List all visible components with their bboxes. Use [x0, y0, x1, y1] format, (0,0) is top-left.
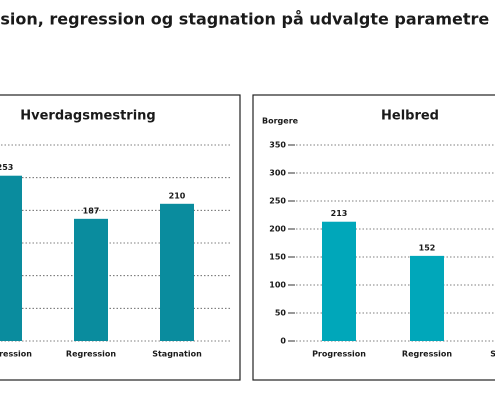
bar — [410, 255, 444, 341]
panel-title: Hverdagsmestring — [20, 109, 155, 124]
y-tick-label: 50 — [275, 309, 287, 318]
y-tick-label: 150 — [269, 253, 286, 262]
value-label: 152 — [419, 243, 436, 252]
x-tick-label: Stagnation — [490, 350, 495, 359]
bar — [160, 203, 194, 341]
y-tick-label: 300 — [269, 169, 286, 178]
x-tick-label: Regression — [66, 350, 116, 359]
bar — [322, 221, 356, 341]
panel — [0, 94, 241, 381]
bar — [74, 218, 108, 341]
bar — [0, 175, 22, 341]
y-axis-label: Borgere — [262, 117, 299, 126]
value-label: 187 — [83, 206, 100, 215]
y-tick-label: 350 — [269, 141, 286, 150]
value-label: 213 — [331, 209, 348, 218]
x-tick-label: Progression — [0, 350, 32, 359]
y-tick-label: 200 — [269, 225, 286, 234]
panel — [252, 94, 495, 381]
y-tick-label: 250 — [269, 197, 286, 206]
x-tick-label: Progression — [312, 350, 366, 359]
x-tick-label: Regression — [402, 350, 452, 359]
value-label: 210 — [169, 191, 186, 200]
x-tick-label: Stagnation — [152, 350, 202, 359]
page-title: Progression, regression og stagnation på… — [0, 10, 489, 29]
panel-title: Helbred — [381, 109, 439, 124]
value-label: 253 — [0, 163, 13, 172]
y-tick-label: 0 — [280, 337, 286, 346]
y-tick-label: 100 — [269, 281, 286, 290]
